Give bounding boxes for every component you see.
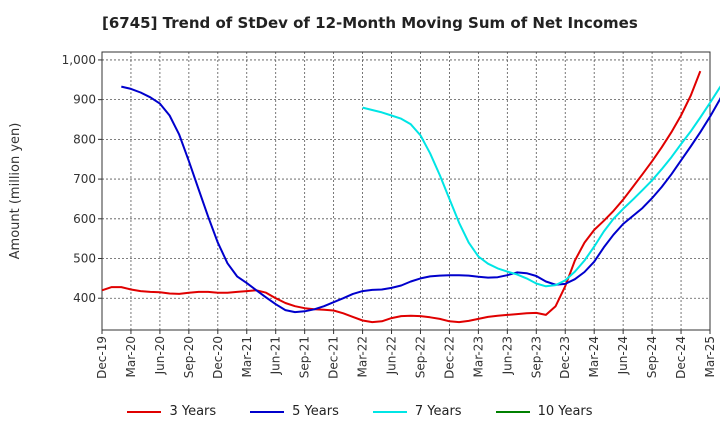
- x-tick-label: Jun-23: [500, 336, 514, 375]
- y-tick-label: 1,000: [62, 53, 96, 67]
- legend-label: 3 Years: [169, 404, 217, 419]
- x-tick-label: Sep-24: [645, 336, 659, 378]
- legend-swatch: [372, 410, 407, 413]
- x-tick-label: Dec-23: [558, 336, 572, 379]
- legend-swatch: [495, 410, 530, 413]
- legend: 3 Years 5 Years 7 Years 10 Years: [0, 404, 720, 419]
- x-tick-label: Sep-23: [529, 336, 543, 378]
- x-tick-label: Dec-19: [95, 336, 109, 379]
- legend-label: 10 Years: [537, 404, 593, 419]
- x-tick-label: Jun-24: [616, 336, 630, 375]
- x-tick-label: Dec-20: [211, 336, 225, 379]
- legend-item: 10 Years: [495, 404, 593, 419]
- grid: [101, 52, 711, 330]
- x-tick-label: Sep-21: [298, 336, 312, 378]
- y-axis-ticks: 400 500 600 700 800 900 1,000: [62, 53, 102, 305]
- x-tick-label: Mar-23: [471, 336, 485, 377]
- x-tick-label: Mar-25: [703, 336, 717, 377]
- legend-item: 5 Years: [250, 404, 339, 419]
- series-line-3-years: [101, 70, 702, 324]
- x-tick-label: Dec-24: [674, 336, 688, 379]
- x-tick-label: Sep-20: [182, 336, 196, 378]
- legend-item: 7 Years: [372, 404, 462, 419]
- series-line-5-years: [121, 85, 720, 314]
- legend-swatch: [127, 410, 162, 413]
- plot-area-border: [101, 51, 711, 331]
- x-tick-label: Dec-22: [442, 336, 456, 379]
- x-tick-label: Sep-22: [413, 336, 427, 378]
- x-tick-label: Jun-21: [269, 336, 283, 375]
- x-tick-label: Mar-20: [124, 336, 138, 377]
- y-tick-label: 800: [73, 132, 96, 146]
- x-tick-label: Jun-20: [153, 336, 167, 375]
- y-axis-label: Amount (million yen): [8, 123, 23, 260]
- y-tick-label: 600: [73, 212, 96, 226]
- x-tick-label: Dec-21: [327, 336, 341, 379]
- x-tick-label: Mar-24: [587, 336, 601, 377]
- legend-item: 3 Years: [127, 404, 216, 419]
- y-tick-label: 900: [73, 93, 96, 107]
- x-tick-label: Mar-22: [356, 336, 370, 377]
- chart-title: [6745] Trend of StDev of 12-Month Moving…: [102, 14, 638, 32]
- x-axis-ticks: Dec-19 Mar-20 Jun-20 Sep-20 Dec-20 Mar-21 Jun-…: [95, 330, 717, 379]
- series-lines: [101, 70, 720, 324]
- legend-label: 5 Years: [292, 404, 339, 419]
- y-tick-label: 700: [73, 172, 96, 186]
- legend-swatch: [250, 410, 285, 413]
- legend-label: 7 Years: [414, 404, 462, 419]
- y-tick-label: 400: [73, 291, 96, 305]
- series-line-7-years: [362, 85, 720, 288]
- x-tick-label: Jun-22: [385, 336, 399, 375]
- x-tick-label: Mar-21: [240, 336, 254, 377]
- y-tick-label: 500: [73, 252, 96, 266]
